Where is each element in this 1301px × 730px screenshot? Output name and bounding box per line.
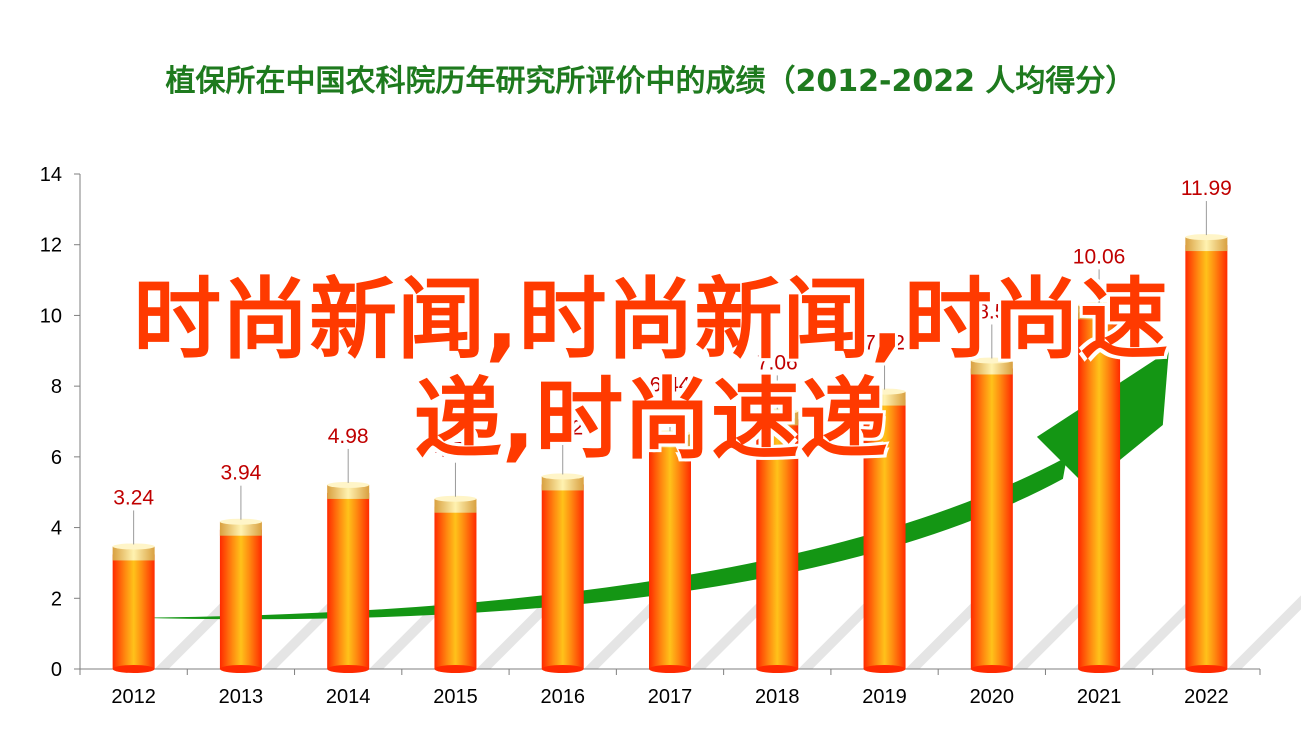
- bar-base: [756, 665, 799, 673]
- value-labels: 3.24 3.94 4.98 4.59 5.22 6.44 7.06 7.62 8.5 10.06…: [113, 177, 1232, 545]
- y-tick-label: 14: [40, 164, 62, 186]
- bar-cap: [434, 498, 477, 513]
- bar: [863, 399, 906, 669]
- y-tick-label: 8: [51, 376, 62, 398]
- bar-cap-top: [219, 518, 262, 525]
- data-label: 11.99: [1181, 177, 1232, 200]
- bar: [434, 506, 477, 669]
- x-tick-label: 2015: [433, 686, 478, 708]
- bar-base: [1078, 665, 1121, 673]
- trend-arrow-shaft: [133, 456, 1067, 620]
- x-tick-label: 2016: [540, 686, 585, 708]
- x-tick-label: 2018: [755, 686, 800, 708]
- bar-cap: [327, 484, 370, 499]
- x-tick-label: 2021: [1077, 686, 1122, 708]
- x-tick-label: 2019: [862, 686, 907, 708]
- bar-cap-top: [434, 495, 477, 502]
- bar-cap: [541, 476, 584, 491]
- bar-cap: [112, 546, 155, 561]
- bar-cap-top: [1078, 302, 1121, 309]
- chart-title: 植保所在中国农科院历年研究所评价中的成绩（2012-2022 人均得分）: [165, 64, 1136, 99]
- bar-cap-top: [756, 408, 799, 415]
- bar-cap: [970, 360, 1013, 375]
- y-tick-label: 4: [51, 518, 62, 540]
- x-tick-label: 2017: [648, 686, 693, 708]
- x-tick-label: 2013: [219, 686, 264, 708]
- bar-base: [112, 665, 155, 673]
- bar-cap-top: [649, 430, 691, 437]
- data-label: 5.22: [542, 416, 583, 439]
- data-label: 3.24: [113, 486, 154, 509]
- chart-axes: 0 2 4 6 8 10 12 14 2012 2013 2014 2015 2016 2017 2018 2…: [40, 164, 1261, 708]
- bar: [327, 492, 370, 669]
- data-label: 3.94: [220, 462, 261, 485]
- bar-base: [1185, 665, 1228, 673]
- bar-series: [112, 234, 1228, 673]
- bar-cap-top: [541, 473, 584, 480]
- bar-cap-top: [970, 357, 1013, 364]
- bar-cap: [649, 433, 691, 448]
- bar-shadow: [1227, 595, 1301, 669]
- bar: [219, 529, 262, 669]
- x-tick-label: 2014: [326, 686, 371, 708]
- bar-cap: [219, 521, 262, 536]
- data-label: 8.5: [977, 300, 1006, 323]
- data-label: 6.44: [650, 373, 691, 396]
- bar-cap-top: [112, 543, 155, 550]
- bar-cap: [756, 411, 799, 426]
- x-tick-label: 2022: [1184, 686, 1229, 708]
- bar-cap-top: [327, 481, 370, 488]
- bar-base: [541, 665, 584, 673]
- bar: [1185, 245, 1228, 669]
- bar-cap: [1078, 305, 1121, 320]
- data-label: 7.06: [757, 351, 798, 374]
- bar-base: [649, 665, 691, 673]
- bar: [541, 484, 584, 669]
- y-tick-label: 10: [40, 305, 62, 327]
- bar: [112, 554, 155, 669]
- data-label: 7.62: [864, 332, 905, 355]
- bar-base: [219, 665, 262, 673]
- bar: [970, 368, 1013, 669]
- data-label: 4.59: [435, 439, 476, 462]
- y-tick-label: 2: [51, 588, 62, 610]
- bar-base: [970, 665, 1013, 673]
- bar-base: [434, 665, 477, 673]
- bar-cap: [1185, 237, 1228, 252]
- bar: [1078, 313, 1121, 669]
- bar: [756, 419, 799, 669]
- bar-shadows: [154, 588, 1301, 669]
- data-label: 10.06: [1073, 245, 1126, 268]
- bar-cap-top: [863, 388, 906, 395]
- y-tick-label: 0: [51, 659, 62, 681]
- bar-base: [327, 665, 370, 673]
- bar-cap: [863, 391, 906, 406]
- bar-base: [863, 665, 906, 673]
- y-tick-label: 12: [40, 235, 62, 257]
- bar: [649, 441, 691, 669]
- data-label: 4.98: [328, 425, 369, 448]
- y-tick-label: 6: [51, 447, 62, 469]
- x-tick-label: 2012: [111, 686, 156, 708]
- x-tick-label: 2020: [970, 686, 1015, 708]
- bar-cap-top: [1185, 234, 1228, 241]
